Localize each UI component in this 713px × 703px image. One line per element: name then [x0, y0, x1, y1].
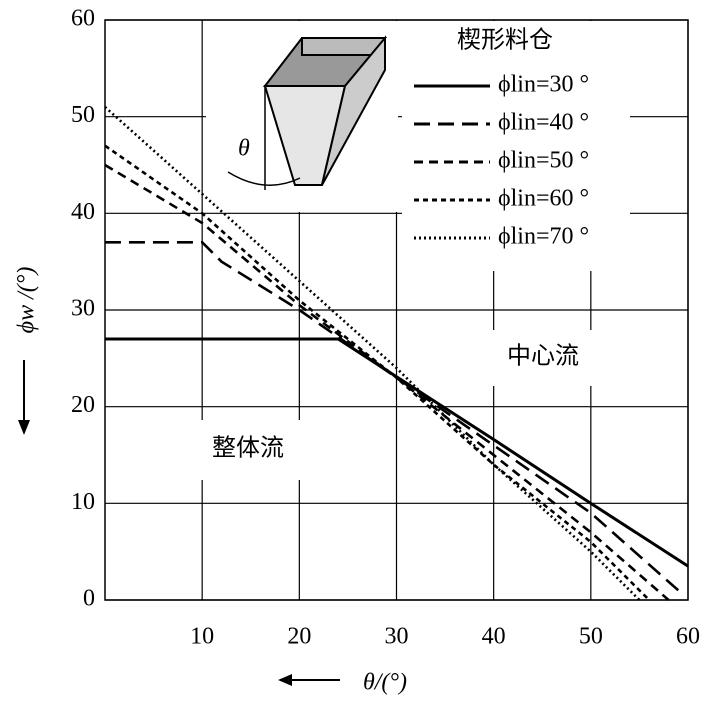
plot-frame [104, 19, 689, 601]
angle-label: θ [238, 136, 250, 162]
legend-label: ϕlin=50 ° [498, 148, 589, 174]
y-axis-label: ϕw /(°) [14, 267, 40, 334]
legend-label: ϕlin=60 ° [498, 186, 589, 212]
x-tick-label: 50 [579, 624, 603, 650]
y-tick-label: 30 [71, 296, 95, 322]
y-tick-label: 40 [71, 199, 95, 225]
legend-title: 楔形料仓 [457, 27, 553, 54]
legend-label: ϕlin=30 ° [498, 72, 589, 98]
legend-label: ϕlin=40 ° [498, 110, 589, 136]
x-tick-label: 40 [482, 624, 506, 650]
region-label: 中心流 [507, 343, 579, 370]
y-tick-label: 10 [71, 489, 95, 515]
x-arrow-head [278, 674, 292, 686]
x-tick-label: 60 [676, 624, 700, 650]
data-line [104, 144, 651, 601]
x-tick-label: 30 [385, 624, 409, 650]
y-tick-label: 50 [71, 102, 95, 128]
x-tick-label: 10 [190, 624, 214, 650]
label-background [198, 420, 302, 480]
data-line [104, 106, 641, 601]
y-arrow-head [18, 420, 30, 435]
y-tick-label: 20 [71, 392, 95, 418]
x-tick-label: 20 [287, 624, 311, 650]
data-line [105, 241, 680, 592]
legend-label: ϕlin=70 ° [498, 224, 589, 250]
y-tick-label: 60 [71, 6, 95, 32]
x-axis-label: θ/(°) [363, 670, 407, 696]
legend-background [402, 21, 630, 271]
hopper-sketch [227, 35, 388, 190]
label-background [492, 330, 596, 386]
region-label: 整体流 [212, 435, 284, 462]
data-line [105, 337, 689, 568]
y-tick-label: 0 [83, 586, 95, 612]
